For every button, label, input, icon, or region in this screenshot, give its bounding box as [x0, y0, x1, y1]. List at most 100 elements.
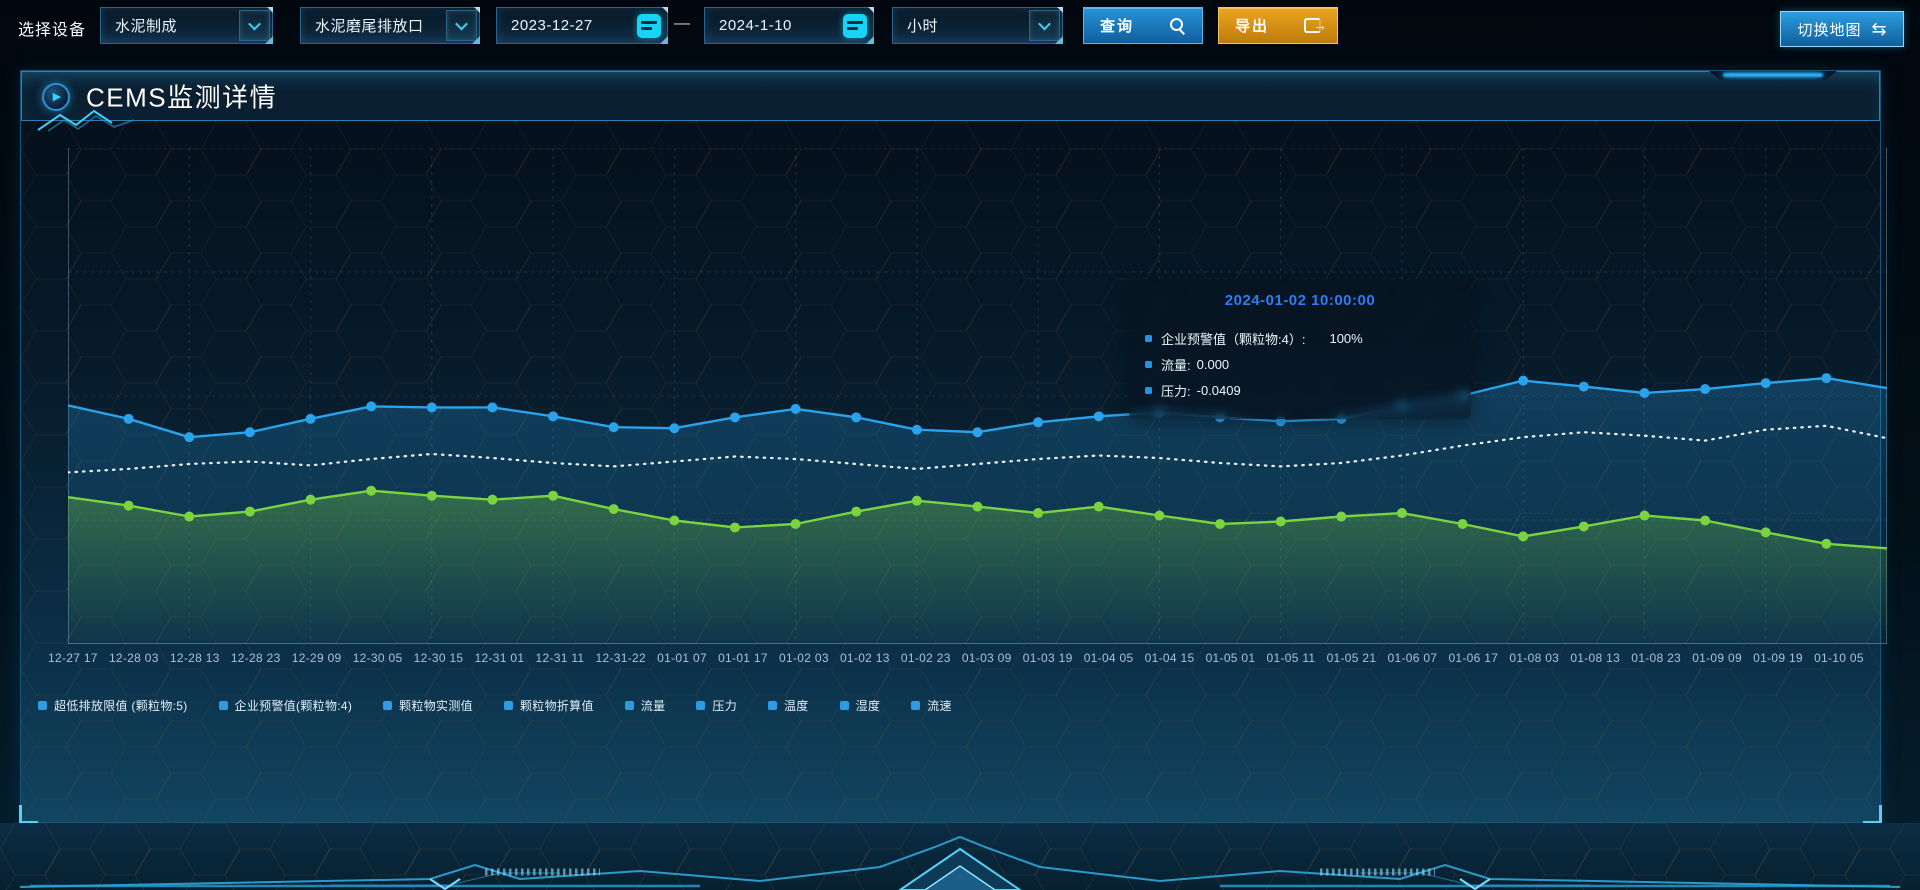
x-axis-tick-label: 01-03 19 [1022, 651, 1073, 665]
chevron-glyph [455, 17, 468, 31]
legend-item-label: 企业预警值(颗粒物:4) [234, 699, 353, 713]
titlebar-notch [1709, 71, 1837, 80]
legend-item[interactable]: 颗粒物折算值 [503, 697, 594, 714]
x-axis-tick-label: 12-28 13 [169, 651, 220, 665]
legend-item-label: 颗粒物实测值 [399, 699, 473, 713]
outlet-select[interactable]: 水泥磨尾排放口 [300, 7, 480, 44]
x-axis-tick-label: 12-29 09 [291, 651, 342, 665]
x-axis-tick-label: 01-08 23 [1631, 651, 1682, 665]
legend-marker-icon [768, 701, 777, 710]
legend-item[interactable]: 流速 [911, 697, 952, 714]
x-axis-tick-label: 01-05 21 [1326, 651, 1377, 665]
x-axis-tick-label: 01-09 19 [1753, 651, 1803, 665]
legend-item[interactable]: 压力 [696, 697, 737, 714]
export-button[interactable]: 导出 [1218, 7, 1338, 44]
legend-item[interactable]: 流量 [624, 697, 666, 714]
device-select-label: 选择设备 [18, 22, 87, 39]
process-select-value: 水泥制成 [115, 18, 178, 35]
query-button-label: 查询 [1100, 18, 1135, 35]
legend-item-label: 温度 [784, 699, 809, 713]
chart-area[interactable] [66, 147, 1889, 645]
x-axis-tick-label: 12-28 23 [230, 651, 281, 665]
legend-item[interactable]: 超低排放限值 (颗粒物:5) [38, 697, 188, 714]
legend-item[interactable]: 温度 [768, 697, 809, 714]
toolbar: 选择设备 水泥制成 水泥磨尾排放口 2023-12-27 — 2024-1-10… [0, 0, 1920, 56]
legend-marker-icon [624, 701, 634, 710]
legend-item[interactable]: 颗粒物实测值 [383, 697, 473, 714]
date-range-separator: — [674, 15, 690, 32]
legend-item-label: 压力 [712, 699, 737, 713]
x-axis-tick-label: 01-09 09 [1692, 651, 1742, 665]
search-icon [1170, 17, 1186, 34]
x-axis-tick-label: 12-28 03 [108, 651, 159, 665]
legend-marker-icon [383, 701, 393, 710]
x-axis-tick-label: 01-05 11 [1266, 651, 1316, 665]
legend-item-label: 流速 [927, 699, 952, 713]
x-axis-tick-label: 01-02 23 [900, 651, 951, 665]
x-axis-tick-label: 01-06 17 [1448, 651, 1499, 665]
x-axis-tick-label: 01-01 07 [657, 651, 707, 665]
interval-select[interactable]: 小时 [892, 7, 1063, 44]
x-axis-tick-label: 01-04 15 [1144, 651, 1195, 665]
legend-marker-icon [911, 701, 921, 710]
end-date-field[interactable]: 2024-1-10 [704, 7, 874, 44]
x-axis-tick-label: 01-06 07 [1387, 651, 1438, 665]
cems-line-chart[interactable] [66, 147, 1889, 645]
legend-item-label: 超低排放限值 (颗粒物:5) [54, 699, 188, 713]
swap-icon: ⇆ [1871, 19, 1887, 39]
legend-item[interactable]: 企业预警值(颗粒物:4) [218, 697, 353, 714]
legend-marker-icon [38, 701, 47, 710]
panel-titlebar: ▶ CEMS监测详情 [21, 71, 1880, 132]
x-axis-tick-label: 12-31 11 [535, 651, 585, 665]
calendar-icon[interactable] [843, 13, 867, 38]
titlebar-notch-glow [1723, 73, 1823, 77]
start-date-field[interactable]: 2023-12-27 [496, 7, 668, 44]
x-axis-tick-label: 12-30 15 [413, 651, 464, 665]
end-date-value: 2024-1-10 [719, 17, 792, 34]
footer-decoration [0, 823, 1920, 890]
chevron-glyph [248, 17, 261, 31]
x-axis-tick-label: 01-01 17 [718, 651, 768, 665]
x-axis-tick-label: 01-08 03 [1509, 651, 1560, 665]
interval-select-value: 小时 [907, 18, 939, 35]
query-button[interactable]: 查询 [1083, 7, 1203, 44]
x-axis-tick-label: 01-02 13 [839, 651, 890, 665]
x-axis-tick-label: 01-04 05 [1083, 651, 1134, 665]
legend-item-label: 颗粒物折算值 [519, 699, 594, 713]
cems-panel: ▶ CEMS监测详情 12-27 17 12-28 03 12-28 13 12-28… [19, 70, 1889, 824]
x-axis-tick-label: 01-02 03 [779, 651, 829, 665]
x-axis-tick-label: 01-10 05 [1814, 651, 1864, 665]
switch-map-button[interactable]: 切换地图 ⇆ [1780, 11, 1904, 47]
legend-marker-icon [503, 701, 513, 710]
x-axis-tick-label: 12-31 01 [474, 651, 525, 665]
calendar-icon[interactable] [637, 13, 661, 38]
export-icon [1304, 18, 1321, 33]
export-button-label: 导出 [1235, 18, 1270, 35]
chevron-down-icon[interactable] [1029, 10, 1060, 41]
legend-marker-icon [218, 701, 228, 710]
x-axis-tick-label: 12-31-22 [595, 651, 646, 665]
chart-legend: 超低排放限值 (颗粒物:5) 企业预警值(颗粒物:4) 颗粒物实测值 颗粒物折算值 流量… [38, 697, 952, 714]
process-select[interactable]: 水泥制成 [100, 7, 273, 44]
chevron-down-icon[interactable] [239, 10, 270, 41]
x-axis-tick-label: 01-05 01 [1205, 651, 1256, 665]
legend-item-label: 流量 [640, 699, 666, 713]
panel-title: CEMS监测详情 [86, 82, 278, 113]
switch-map-label: 切换地图 [1797, 21, 1862, 39]
chevron-down-icon[interactable] [446, 10, 477, 41]
x-axis-tick-label: 12-30 05 [352, 651, 403, 665]
x-axis-tick-label: 12-27 17 [48, 651, 98, 665]
start-date-value: 2023-12-27 [511, 17, 593, 34]
legend-marker-icon [696, 701, 706, 710]
titlebar-ornament [37, 109, 135, 132]
outlet-select-value: 水泥磨尾排放口 [315, 18, 424, 35]
x-axis-tick-label: 01-03 09 [961, 651, 1012, 665]
legend-item-label: 湿度 [855, 699, 881, 713]
legend-item[interactable]: 湿度 [839, 697, 881, 714]
legend-marker-icon [839, 701, 849, 710]
chevron-glyph [1038, 17, 1051, 31]
x-axis-labels: 12-27 17 12-28 03 12-28 13 12-28 23 12-29 09… [48, 651, 1864, 665]
x-axis-tick-label: 01-08 13 [1570, 651, 1621, 665]
play-icon: ▶ [42, 83, 70, 111]
